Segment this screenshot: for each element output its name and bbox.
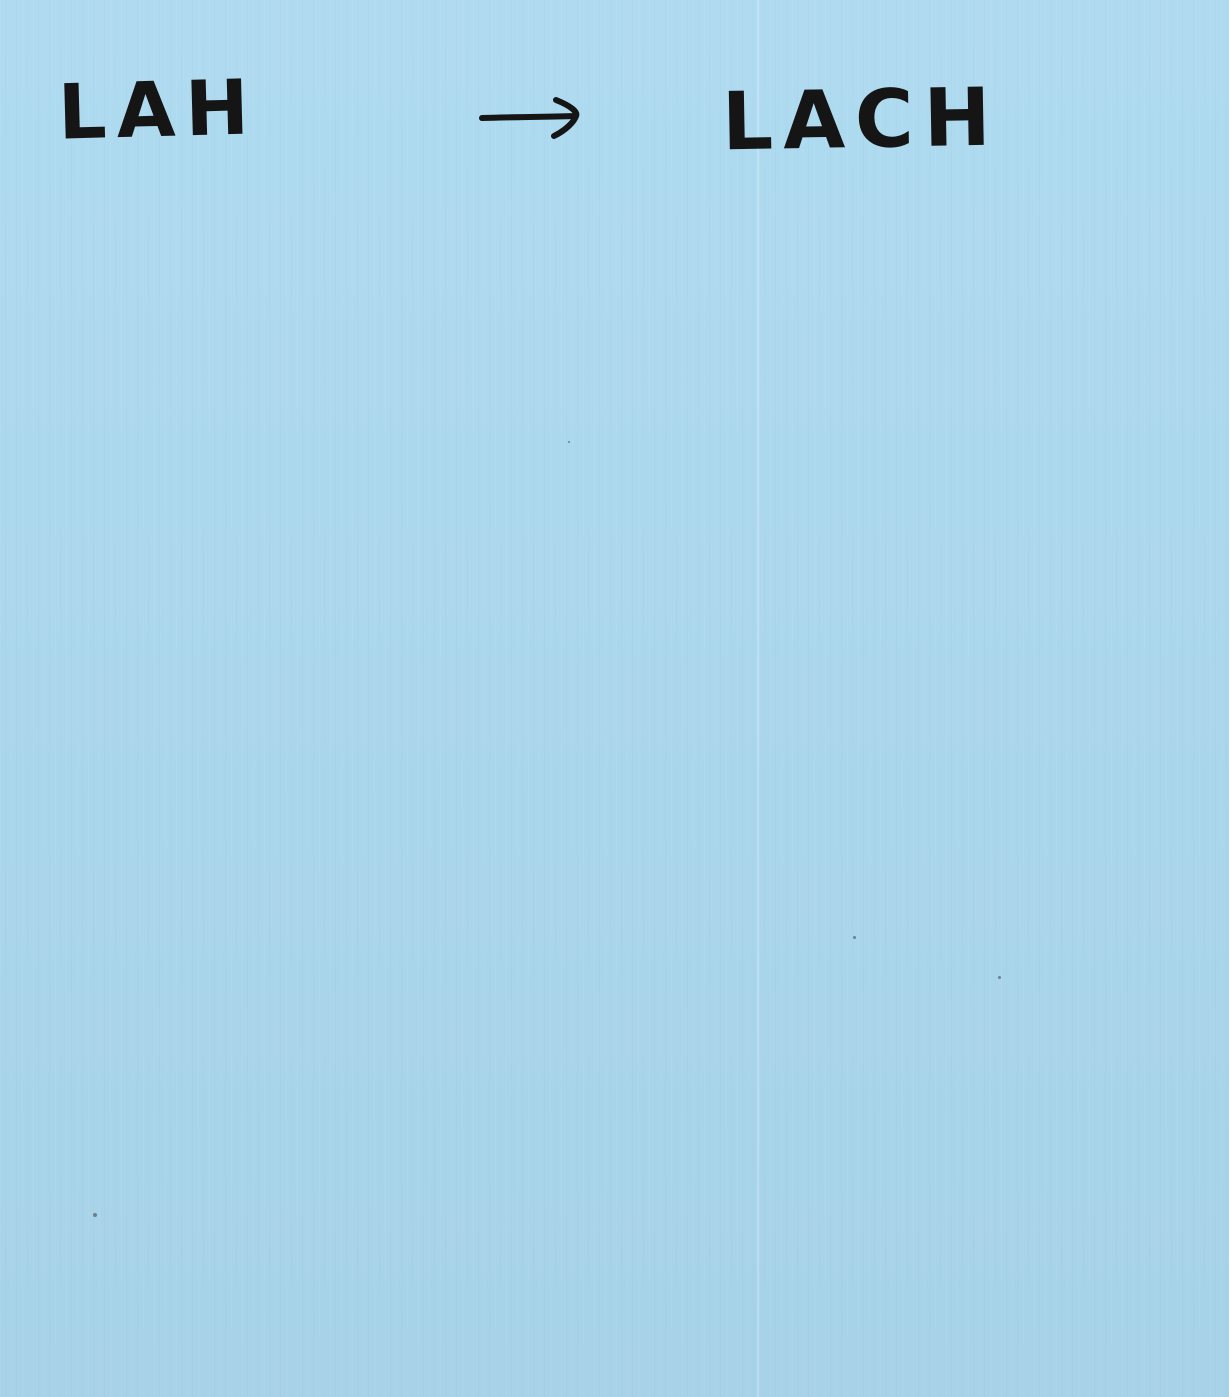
right-arrow-icon bbox=[479, 97, 580, 139]
handwritten-word-right: LACH bbox=[721, 70, 1002, 169]
paper-speck bbox=[93, 1213, 97, 1217]
paper-fold-line bbox=[757, 0, 759, 1397]
paper-speck bbox=[568, 441, 570, 443]
paper-speck bbox=[853, 936, 856, 939]
paper-speck bbox=[998, 976, 1001, 979]
handwritten-word-left: LAH bbox=[56, 62, 260, 157]
